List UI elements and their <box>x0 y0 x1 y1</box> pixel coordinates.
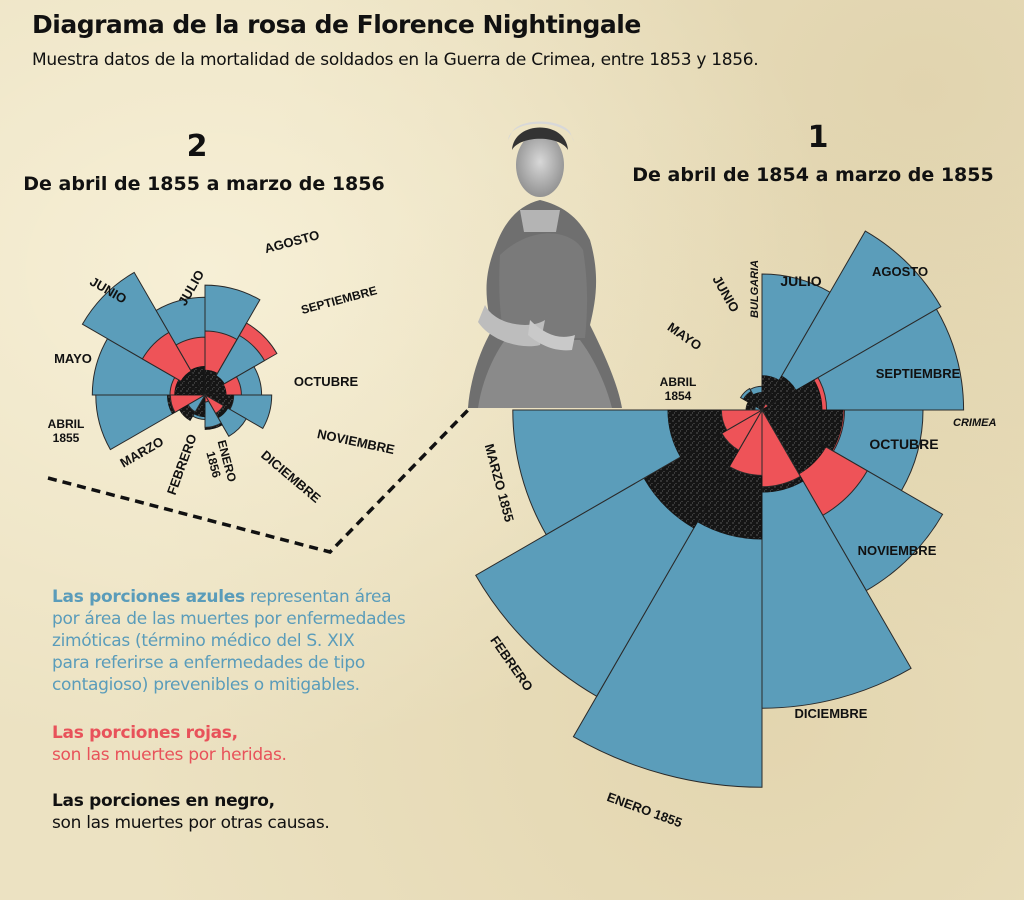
legend-blue-line-2: zimóticas (término médico del S. XIX <box>52 631 355 651</box>
annotation-crimea: CRIMEA <box>953 417 996 429</box>
rose-1-month-label-5: AGOSTO <box>872 264 928 279</box>
chart-2-number: 2 <box>187 129 208 164</box>
chart-1-number: 1 <box>808 120 829 155</box>
rose-2-month-label-6: SEPTIEMBRE <box>299 283 378 317</box>
rose-1-month-label-1: ABRIL 1854 <box>660 375 697 403</box>
rose-2-month-label-2: MAYO <box>54 351 92 366</box>
rose-2-month-label-7: OCTUBRE <box>294 374 359 389</box>
rose-1-month-label-12: MARZO 1855 <box>482 442 517 523</box>
rose-2-month-label-8: NOVIEMBRE <box>316 426 396 457</box>
rose-1-month-label-6: SEPTIEMBRE <box>876 366 961 381</box>
legend-blue-line-1: por área de las muertes por enfermedades <box>52 609 406 629</box>
rose-2-wedge-zymotic-10 <box>204 393 222 428</box>
rose-1-month-label-7: OCTUBRE <box>869 436 938 452</box>
chart-2-period: De abril de 1855 a marzo de 1856 <box>23 173 384 195</box>
legend-black-rest: son las muertes por otras causas. <box>52 813 330 833</box>
legend-red-strong: Las porciones rojas, <box>52 723 238 743</box>
connector-line <box>47 406 472 554</box>
florence-nightingale-portrait <box>468 121 622 408</box>
rose-2-month-label-5: AGOSTO <box>263 227 321 256</box>
chart-1-period: De abril de 1854 a marzo de 1855 <box>632 164 993 186</box>
legend-red: Las porciones rojas, son las muertes por… <box>52 722 392 766</box>
legend-blue-line-4: contagioso) prevenibles o mitigables. <box>52 675 360 695</box>
legend-blue-strong: Las porciones azules <box>52 587 245 607</box>
page-subtitle: Muestra datos de la mortalidad de soldad… <box>32 50 759 70</box>
rose-1-wedge-wounds-12 <box>720 409 764 431</box>
rose-1-month-label-2: MAYO <box>665 319 705 353</box>
legend-red-rest: son las muertes por heridas. <box>52 745 287 765</box>
rose-1-month-label-10: ENERO 1855 <box>605 789 684 830</box>
rose-2-wedge-zymotic-12 <box>187 393 207 413</box>
rose-1-month-label-3: JUNIO <box>709 273 742 315</box>
legend-blue-rest: representan área <box>244 587 392 607</box>
legend-black: Las porciones en negro, son las muertes … <box>52 790 392 834</box>
rose-1-wedge-zymotic-9 <box>761 408 912 709</box>
page-title: Diagrama de la rosa de Florence Nighting… <box>32 10 641 39</box>
rose-2-month-label-11: FEBRERO <box>164 432 200 497</box>
rose-2-month-label-1: ABRIL 1855 <box>48 417 85 445</box>
rose-1-month-label-8: NOVIEMBRE <box>858 543 937 558</box>
legend-blue: Las porciones azules representan área po… <box>52 586 412 696</box>
rose-1-month-label-4: JULIO <box>780 273 821 289</box>
legend-blue-line-3: para referirse a enfermedades de tipo <box>52 653 366 673</box>
rose-2-month-label-10: ENERO1856 <box>201 439 239 487</box>
legend-black-strong: Las porciones en negro, <box>52 791 275 811</box>
rose-1-wedge-zymotic-5 <box>760 230 942 412</box>
annotation-bulgaria: BULGARIA <box>749 260 761 318</box>
rose-2-month-label-9: DICIEMBRE <box>258 447 324 506</box>
rose-1-month-label-9: DICIEMBRE <box>795 706 868 721</box>
